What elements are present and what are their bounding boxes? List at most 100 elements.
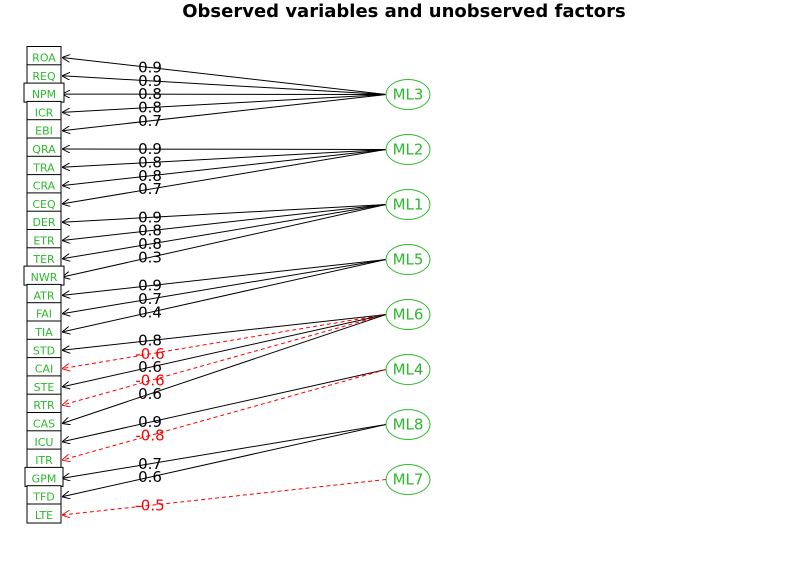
loading-path-ml1-der xyxy=(62,204,387,223)
loading-label: 0.6 xyxy=(138,385,162,403)
variable-cra: CRA xyxy=(26,174,62,195)
variable-roa: ROA xyxy=(26,46,62,66)
variable-npm: NPM xyxy=(23,82,65,103)
variable-ste: STE xyxy=(26,375,62,396)
variable-ceq: CEQ xyxy=(26,192,62,213)
factor-ellipse xyxy=(385,409,431,440)
variable-cai: CAI xyxy=(26,357,62,378)
loading-label: 0.9 xyxy=(138,413,162,431)
loading-label: 0.8 xyxy=(138,85,162,103)
loading-path-ml1-ter xyxy=(62,204,387,259)
variable-label: RTR xyxy=(33,399,55,412)
variable-label: CAS xyxy=(33,418,55,431)
variable-label: ETR xyxy=(33,235,55,248)
variable-label: CEQ xyxy=(32,198,56,211)
variable-label: NPM xyxy=(32,88,56,101)
loading-path-ml8-gpm xyxy=(62,424,387,479)
loading-path-ml7-lte xyxy=(62,479,387,516)
loading-path-ml4-icu xyxy=(62,369,387,442)
variable-tia: TIA xyxy=(26,320,62,341)
variable-ter: TER xyxy=(26,247,62,268)
factor-ellipse xyxy=(385,134,431,165)
loading-label: 0.9 xyxy=(138,59,162,77)
loading-label: 0.7 xyxy=(138,112,162,130)
loading-labels: 0.90.90.80.80.70.90.80.80.70.90.80.80.30… xyxy=(135,59,164,515)
factor-label: ML5 xyxy=(393,251,424,269)
loading-path-ml5-fai xyxy=(62,259,387,314)
loading-label: 0.6 xyxy=(138,358,162,376)
loading-path-ml2-tra xyxy=(62,149,387,168)
loading-label: 0.8 xyxy=(138,235,162,253)
loading-label: 0.8 xyxy=(138,332,162,350)
loading-path-ml4-itr xyxy=(62,369,387,461)
factor-ellipse xyxy=(385,354,431,385)
variable-lte: LTE xyxy=(26,503,62,524)
loading-path-ml6-ste xyxy=(62,314,387,387)
loading-path-ml6-rtr xyxy=(62,314,387,406)
loading-label: 0.6 xyxy=(138,468,162,486)
loading-label: -0.5 xyxy=(135,496,164,514)
loading-label: 0.8 xyxy=(138,222,162,240)
variable-label: REQ xyxy=(32,70,56,83)
variable-label: ITR xyxy=(35,454,53,467)
loading-label: -0.6 xyxy=(135,372,164,390)
loading-label: 0.3 xyxy=(138,248,162,266)
variable-fai: FAI xyxy=(26,302,62,323)
loading-label: 0.9 xyxy=(138,72,162,90)
loading-label: 0.7 xyxy=(138,290,162,308)
variable-req: REQ xyxy=(26,64,62,85)
loading-label: 0.8 xyxy=(138,167,162,185)
variable-label: TER xyxy=(32,253,55,266)
variable-tfd: TFD xyxy=(26,485,62,506)
variable-label: TFD xyxy=(32,491,55,504)
variable-label: CRA xyxy=(33,180,56,193)
variable-label: TIA xyxy=(34,326,53,339)
factor-label: ML1 xyxy=(393,196,424,214)
loading-label: 0.9 xyxy=(138,140,162,158)
loading-paths xyxy=(62,58,387,516)
loading-label: 0.9 xyxy=(138,208,162,226)
loading-path-ml3-ebi xyxy=(62,94,387,131)
loading-label: 0.8 xyxy=(138,99,162,117)
factor-ml4: ML4 xyxy=(385,354,431,385)
loading-path-ml3-req xyxy=(62,76,387,95)
variable-nwr: NWR xyxy=(23,265,65,286)
variable-atr: ATR xyxy=(26,283,62,304)
loading-label: 0.8 xyxy=(138,153,162,171)
variable-itr: ITR xyxy=(26,448,62,469)
loading-path-ml5-atr xyxy=(62,259,387,296)
factor-label: ML8 xyxy=(393,416,424,434)
factor-ml6: ML6 xyxy=(385,299,431,330)
factor-ellipse xyxy=(385,244,431,275)
variable-label: STE xyxy=(34,381,55,394)
factor-ml5: ML5 xyxy=(385,244,431,275)
factor-ellipse xyxy=(385,299,431,330)
diagram-title: Observed variables and unobserved factor… xyxy=(182,1,626,22)
loading-label: 0.7 xyxy=(138,180,162,198)
loading-label: 0.4 xyxy=(138,303,162,321)
loading-path-ml2-cra xyxy=(62,149,387,186)
loading-label: -0.8 xyxy=(135,426,164,444)
variable-qra: QRA xyxy=(26,137,62,158)
factor-ml8: ML8 xyxy=(385,409,431,440)
variable-label: STD xyxy=(33,344,55,357)
variable-label: QRA xyxy=(32,143,56,156)
loading-path-ml2-qra xyxy=(62,149,387,150)
loading-path-ml6-cas xyxy=(62,314,387,424)
factor-ml2: ML2 xyxy=(385,134,431,165)
loading-path-ml5-tia xyxy=(62,259,387,333)
variable-label: DER xyxy=(32,216,55,229)
factor-ml3: ML3 xyxy=(385,79,431,110)
factor-label: ML2 xyxy=(393,141,424,159)
loading-path-ml3-roa xyxy=(62,58,387,95)
loading-path-ml2-ceq xyxy=(62,149,387,204)
variable-etr: ETR xyxy=(26,229,62,249)
loading-path-ml1-etr xyxy=(62,204,387,241)
variable-label: ICU xyxy=(35,436,54,449)
factor-ml1: ML1 xyxy=(385,189,431,220)
variable-label: NWR xyxy=(31,271,58,284)
variable-rtr: RTR xyxy=(26,393,62,414)
variable-label: ROA xyxy=(32,52,56,65)
loading-path-ml6-std xyxy=(62,314,387,351)
